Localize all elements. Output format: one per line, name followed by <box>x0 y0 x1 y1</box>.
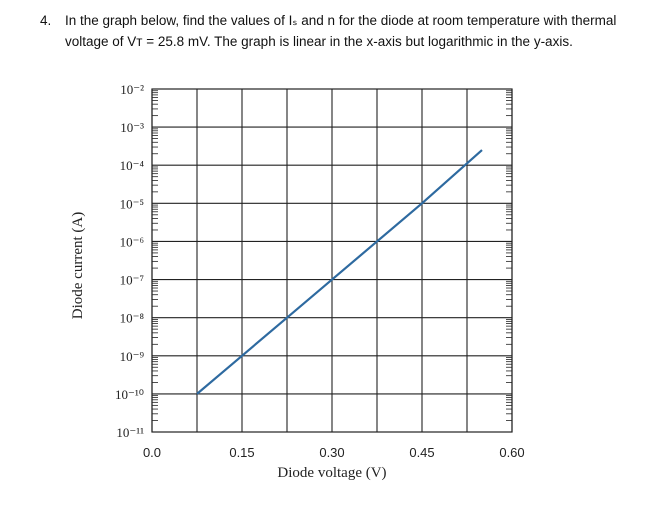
y-tick-label: 10⁻² <box>120 82 144 97</box>
x-tick-label: 0.60 <box>499 445 524 460</box>
x-tick-label: 0.0 <box>143 445 161 460</box>
x-axis-label: Diode voltage (V) <box>277 465 386 481</box>
minor-ticks <box>152 90 512 421</box>
series-group <box>196 149 483 395</box>
series-line <box>196 149 483 395</box>
question-text-block: 4. In the graph below, find the values o… <box>40 10 650 52</box>
y-tick-label: 10⁻¹¹ <box>116 425 144 440</box>
x-tick-label: 0.45 <box>409 445 434 460</box>
x-tick-label: 0.30 <box>319 445 344 460</box>
y-tick-label: 10⁻⁷ <box>120 273 144 288</box>
y-tick-label: 10⁻⁵ <box>120 196 144 211</box>
question-text: In the graph below, find the values of I… <box>65 13 617 49</box>
y-axis-label: Diode current (A) <box>70 212 86 319</box>
grid-lines <box>151 88 513 433</box>
y-tick-label: 10⁻⁴ <box>120 158 145 173</box>
y-tick-label: 10⁻¹⁰ <box>115 387 144 402</box>
y-tick-label: 10⁻⁶ <box>120 234 144 249</box>
question-number: 4. <box>40 13 52 28</box>
y-tick-label: 10⁻⁸ <box>120 311 145 326</box>
x-tick-labels: 0.0 0.15 0.30 0.45 0.60 <box>143 445 525 460</box>
y-tick-label: 10⁻³ <box>120 120 144 135</box>
y-tick-label: 10⁻⁹ <box>120 349 145 364</box>
y-tick-labels: 10⁻² 10⁻³ 10⁻⁴ 10⁻⁵ 10⁻⁶ 10⁻⁷ 10⁻⁸ 10⁻⁹ 10⁻¹⁰ 10⁻… <box>115 82 144 440</box>
x-tick-label: 0.15 <box>229 445 254 460</box>
plot-frame <box>151 88 513 433</box>
